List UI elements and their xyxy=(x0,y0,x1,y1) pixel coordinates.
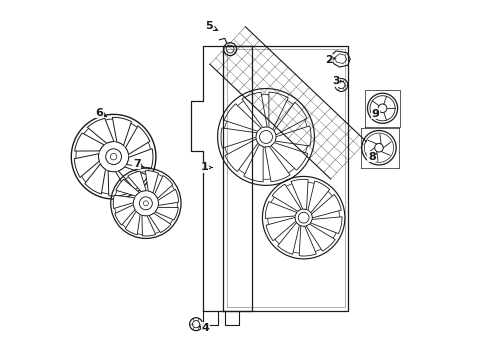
Polygon shape xyxy=(299,226,316,256)
Text: 1: 1 xyxy=(201,162,212,172)
Polygon shape xyxy=(272,184,301,211)
Polygon shape xyxy=(74,154,99,177)
Text: 9: 9 xyxy=(371,109,379,119)
Polygon shape xyxy=(264,147,289,182)
Polygon shape xyxy=(158,189,178,206)
Polygon shape xyxy=(224,139,258,172)
Polygon shape xyxy=(145,171,158,193)
Polygon shape xyxy=(224,104,261,131)
Polygon shape xyxy=(126,149,153,168)
Polygon shape xyxy=(125,126,149,154)
Polygon shape xyxy=(273,102,306,135)
Polygon shape xyxy=(270,143,307,170)
Text: 8: 8 xyxy=(367,152,376,162)
Text: 5: 5 xyxy=(204,21,217,31)
Polygon shape xyxy=(84,164,105,194)
Polygon shape xyxy=(118,167,148,190)
Polygon shape xyxy=(113,195,134,208)
Polygon shape xyxy=(115,205,135,225)
Polygon shape xyxy=(265,217,295,241)
Polygon shape xyxy=(87,118,114,143)
Polygon shape xyxy=(290,179,307,210)
Polygon shape xyxy=(108,171,128,196)
Text: 2: 2 xyxy=(324,55,335,65)
Polygon shape xyxy=(265,202,296,219)
Text: 6: 6 xyxy=(95,108,106,118)
Polygon shape xyxy=(221,128,256,148)
Polygon shape xyxy=(275,126,310,146)
Polygon shape xyxy=(149,213,171,233)
Polygon shape xyxy=(310,217,341,234)
Polygon shape xyxy=(242,92,266,127)
Text: 7: 7 xyxy=(133,159,143,169)
Polygon shape xyxy=(75,133,104,151)
Polygon shape xyxy=(116,179,139,196)
Text: 4: 4 xyxy=(199,323,208,333)
Polygon shape xyxy=(244,144,263,182)
Polygon shape xyxy=(125,211,140,235)
Polygon shape xyxy=(268,92,287,130)
Polygon shape xyxy=(155,207,178,220)
Polygon shape xyxy=(154,176,172,198)
Polygon shape xyxy=(307,181,329,213)
Polygon shape xyxy=(311,194,341,218)
Text: 3: 3 xyxy=(331,76,343,86)
Polygon shape xyxy=(305,224,334,251)
Polygon shape xyxy=(277,222,299,255)
Polygon shape xyxy=(127,171,146,192)
Polygon shape xyxy=(142,215,155,236)
Polygon shape xyxy=(112,117,131,145)
